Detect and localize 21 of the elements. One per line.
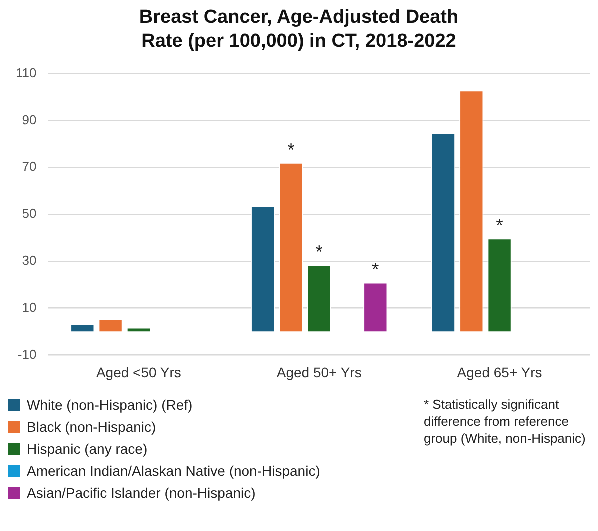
data-label: * <box>288 140 295 160</box>
x-tick-label: Aged 65+ Yrs <box>457 364 542 380</box>
y-tick-label: 50 <box>22 206 37 222</box>
data-label: * <box>372 260 380 280</box>
y-tick-label: 90 <box>22 112 37 128</box>
y-tick-label: 70 <box>22 159 37 174</box>
y-tick-label: 30 <box>22 252 37 268</box>
legend-label: Black (non-Hispanic) <box>27 419 156 435</box>
data-label: * <box>316 242 323 262</box>
text: * Statistically significant difference from reference group (White, non-Hispanic) <box>424 396 587 447</box>
y-tick-label: 10 <box>22 300 37 315</box>
y-tick-label: 110 <box>16 65 37 80</box>
legend-label: White (non-Hispanic) (Ref) <box>27 397 193 413</box>
legend-label: Hispanic (any race) <box>27 441 148 457</box>
x-tick-label: Aged <50 Yrs <box>96 364 182 380</box>
data-label: * <box>496 216 504 236</box>
legend-label: Asian/Pacific Islander (non-Hispanic) <box>27 485 256 501</box>
chart-title: Breast Cancer, Age-Adjusted Death Rate (per 100,000) in CT, 2018-2022 <box>138 6 460 54</box>
legend-label: American Indian/Alaskan Native (non-Hispanic) <box>27 463 320 479</box>
x-tick-label: Aged 50+ Yrs <box>276 364 362 380</box>
y-tick-label: -10 <box>18 346 37 362</box>
